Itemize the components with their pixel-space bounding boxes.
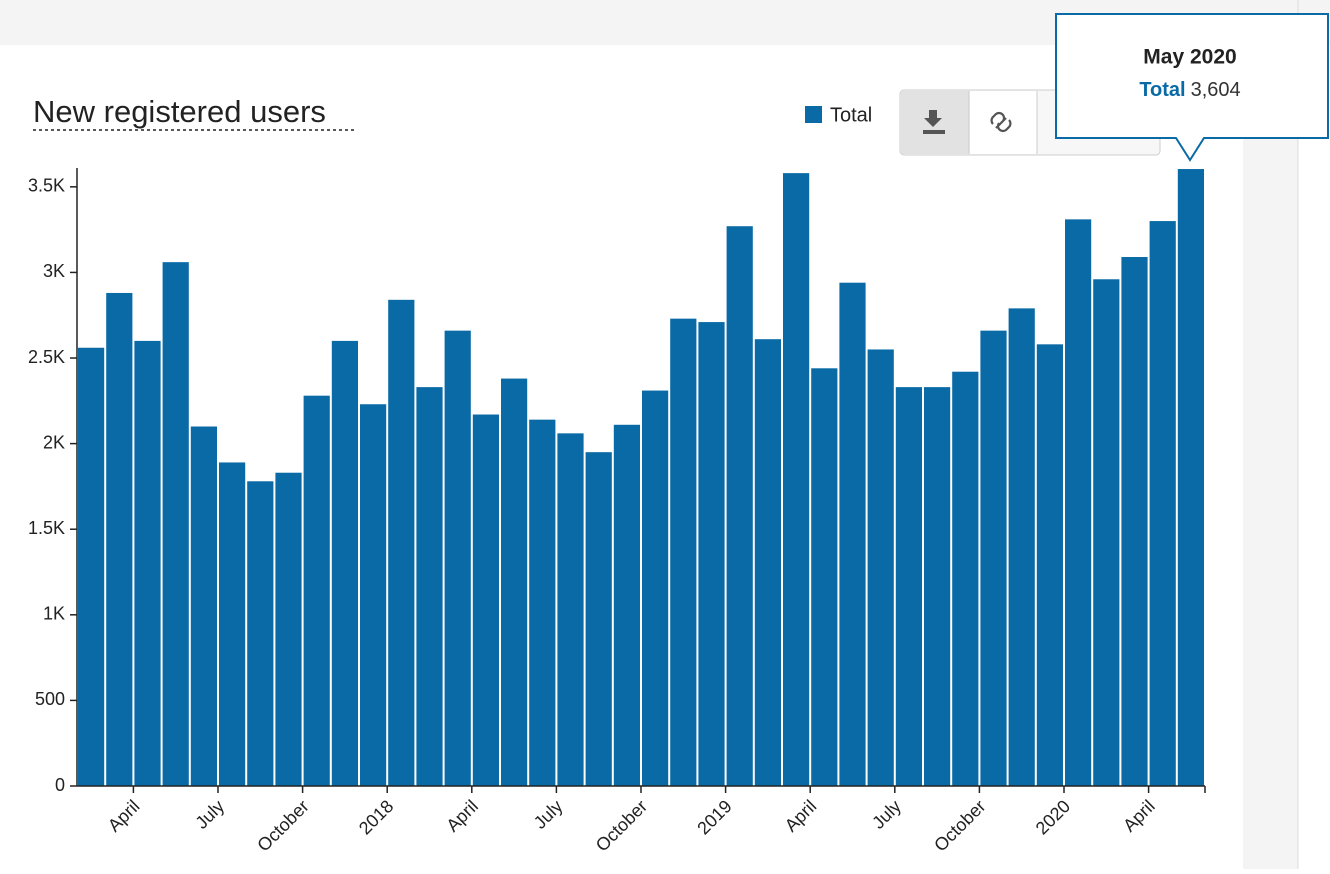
tooltip-value: 3,604 — [1191, 79, 1241, 101]
bar — [247, 481, 274, 786]
bar — [501, 378, 528, 786]
y-tick-label: 3K — [43, 261, 65, 281]
bar — [360, 404, 387, 786]
bar — [529, 419, 556, 786]
tooltip: May 2020 Total 3,604 — [1055, 13, 1329, 162]
bar — [895, 387, 922, 786]
download-icon — [923, 110, 945, 134]
bar — [613, 424, 640, 786]
bar — [585, 452, 612, 786]
bar — [1149, 221, 1176, 787]
y-tick-label: 2K — [43, 432, 65, 452]
bar — [472, 414, 499, 786]
bar — [867, 349, 894, 786]
tooltip-series: Total — [1139, 79, 1185, 101]
bar — [1121, 257, 1148, 786]
side-panel — [1243, 45, 1298, 869]
bar — [980, 330, 1007, 786]
bar — [1177, 169, 1204, 786]
link-icon — [990, 111, 1012, 133]
bar — [190, 426, 217, 786]
bar — [698, 322, 725, 786]
tooltip-title: May 2020 — [1143, 46, 1236, 69]
bar — [783, 173, 810, 786]
bar — [726, 226, 753, 787]
y-tick-label: 3.5K — [28, 176, 65, 196]
bar — [303, 395, 330, 786]
x-tick-label: April — [442, 796, 482, 836]
x-tick-label: 2018 — [355, 796, 397, 838]
y-tick-label: 2.5K — [28, 347, 65, 367]
bar — [1065, 219, 1092, 786]
chart-title: New registered users — [33, 94, 326, 129]
bar — [275, 472, 302, 786]
x-tick-label: July — [191, 796, 228, 833]
bar — [839, 282, 866, 786]
bar — [557, 433, 584, 786]
bar — [924, 387, 951, 786]
bar — [444, 330, 471, 786]
legend-swatch — [805, 106, 822, 123]
y-tick-label: 0 — [55, 775, 65, 795]
x-tick-label: April — [1119, 796, 1159, 836]
x-tick-label: July — [868, 796, 905, 833]
tooltip-box — [1055, 13, 1329, 162]
bar — [219, 462, 246, 786]
bar — [811, 368, 838, 786]
bar — [952, 371, 979, 786]
legend: Total — [805, 104, 872, 126]
x-tick-label: October — [930, 796, 989, 855]
bar — [1036, 344, 1063, 786]
x-tick-label: July — [530, 796, 567, 833]
x-tick-label: October — [592, 796, 651, 855]
bar — [331, 340, 358, 786]
x-tick-label: 2019 — [693, 796, 735, 838]
bar — [162, 262, 189, 786]
bar — [106, 292, 133, 786]
bar — [78, 347, 105, 786]
x-tick-label: 2020 — [1032, 796, 1074, 838]
bar — [754, 339, 781, 786]
bar — [388, 299, 415, 786]
link-button[interactable] — [970, 91, 1037, 154]
bar — [1008, 308, 1035, 786]
bar — [1093, 279, 1120, 786]
x-tick-label: October — [253, 796, 312, 855]
y-tick-label: 1K — [43, 604, 65, 624]
bar — [134, 340, 161, 786]
x-tick-label: April — [781, 796, 821, 836]
y-tick-label: 1.5K — [28, 518, 65, 538]
bar — [416, 387, 443, 786]
y-tick-label: 500 — [35, 689, 65, 709]
x-tick-label: April — [104, 796, 144, 836]
tooltip-row: Total 3,604 — [1139, 79, 1240, 101]
legend-label: Total — [830, 104, 872, 126]
bar — [670, 318, 697, 786]
plot: 0 500 1K 1.5K 2K 2.5K 3K 3.5K April July October 20… — [28, 168, 1206, 855]
bar — [642, 390, 669, 786]
